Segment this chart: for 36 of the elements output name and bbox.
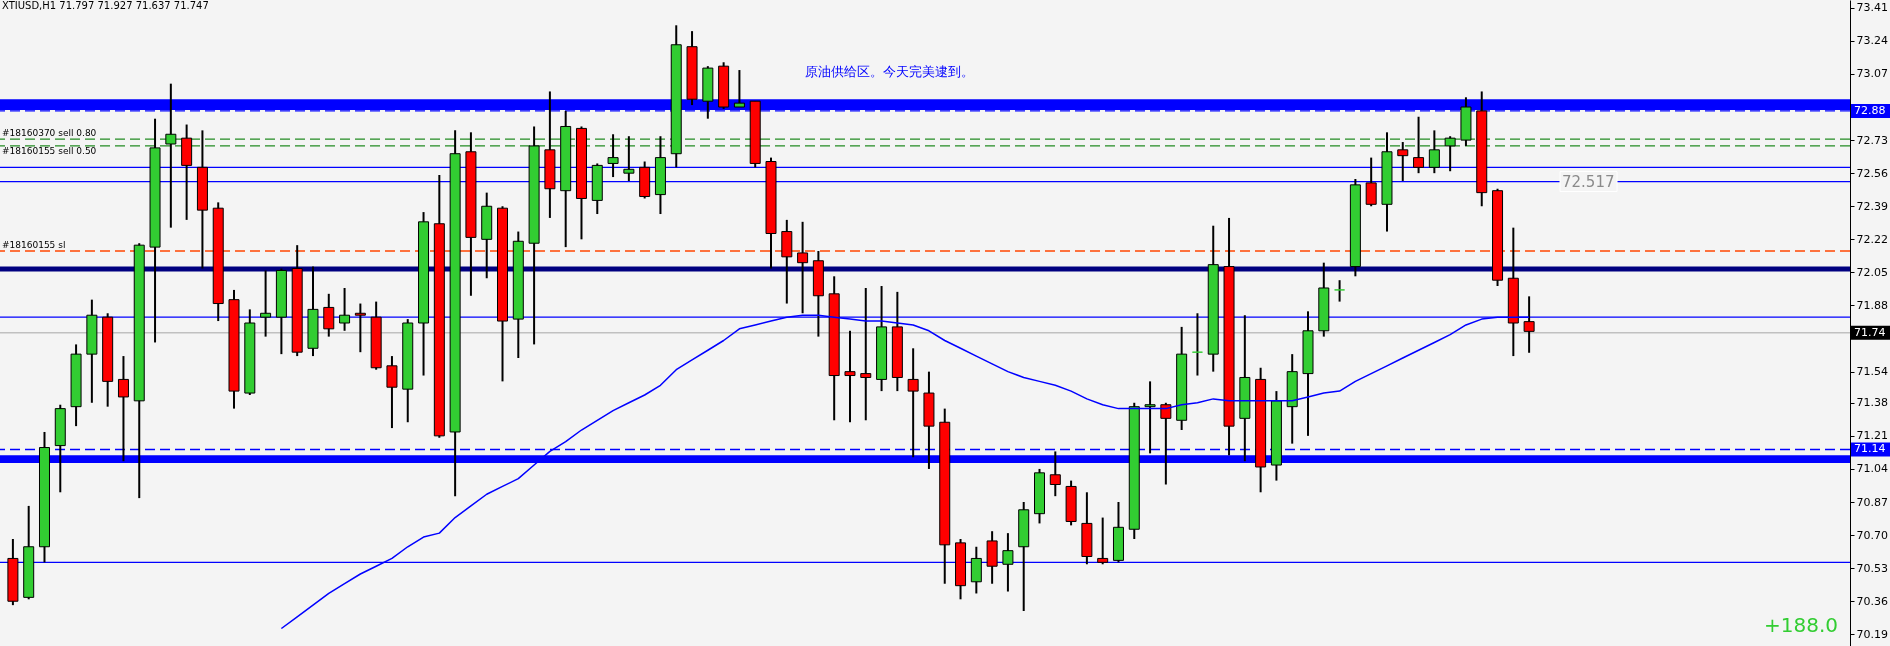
- candlestick: [1144, 381, 1156, 454]
- y-tick-label: 70.53: [1856, 561, 1888, 575]
- text: +188.0: [1763, 613, 1838, 637]
- ref-line-label: 71.14: [1854, 442, 1886, 456]
- y-tick-label: 72.56: [1856, 166, 1888, 180]
- y-tick-label: 72.39: [1856, 199, 1888, 213]
- y-tick-label: 70.19: [1856, 627, 1888, 641]
- y-tick-label: 73.07: [1856, 67, 1888, 81]
- chart-title: XTIUSD,H1 71.797 71.927 71.637 71.747: [2, 0, 209, 11]
- candlestick: [860, 287, 872, 421]
- ref-line-label: 72.517: [1562, 172, 1615, 191]
- candlestick: [1191, 313, 1203, 376]
- ref-line-label: 71.74: [1854, 325, 1886, 339]
- ref-line-label: 72.88: [1854, 103, 1886, 117]
- candlestick: [844, 330, 856, 423]
- candlestick: [260, 270, 272, 337]
- y-tick-label: 71.54: [1856, 365, 1888, 379]
- y-tick-label: 73.41: [1856, 1, 1888, 15]
- y-tick-label: 71.21: [1856, 429, 1888, 443]
- y-tick-label: 72.73: [1856, 133, 1888, 147]
- ref-line-label: #18160370 sell 0.80: [2, 128, 97, 139]
- candlestick: [165, 83, 177, 228]
- candlestick: [1334, 280, 1346, 302]
- y-tick-label: 73.24: [1856, 34, 1888, 48]
- annotation: 原油供给区。今天完美逮到。: [805, 64, 974, 79]
- ref-line-label: #18160155 sell 0.50: [2, 145, 97, 156]
- candlestick: [354, 303, 366, 353]
- y-tick-label: 72.22: [1856, 232, 1888, 246]
- y-tick-label: 70.36: [1856, 594, 1888, 608]
- y-tick-label: 71.88: [1856, 298, 1888, 312]
- ref-line-label: #18160155 sl: [2, 240, 66, 251]
- y-tick-label: 71.38: [1856, 396, 1888, 410]
- y-tick-label: 72.05: [1856, 265, 1888, 279]
- y-tick-label: 71.04: [1856, 462, 1888, 476]
- y-tick-label: 70.70: [1856, 528, 1888, 542]
- y-tick-label: 70.87: [1856, 495, 1888, 509]
